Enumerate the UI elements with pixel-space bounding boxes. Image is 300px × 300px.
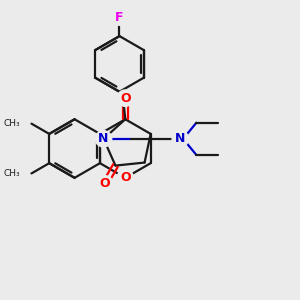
Text: CH₃: CH₃: [4, 119, 20, 128]
Circle shape: [117, 90, 134, 106]
Text: CH₃: CH₃: [4, 169, 20, 178]
Circle shape: [111, 9, 128, 25]
Text: N: N: [98, 132, 109, 145]
Circle shape: [97, 176, 113, 192]
Circle shape: [172, 130, 188, 147]
Text: F: F: [115, 11, 124, 24]
Circle shape: [95, 130, 112, 147]
Text: N: N: [175, 132, 185, 145]
Circle shape: [117, 169, 134, 186]
Text: O: O: [120, 171, 130, 184]
Text: O: O: [100, 177, 110, 190]
Text: O: O: [120, 92, 130, 105]
